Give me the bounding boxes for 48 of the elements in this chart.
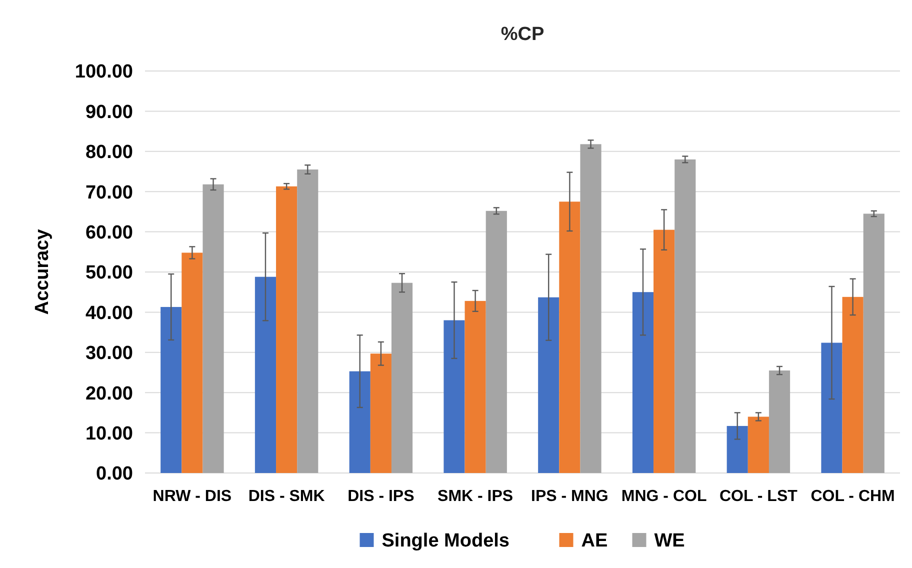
bar	[297, 169, 318, 473]
bar	[444, 320, 465, 473]
bar	[863, 214, 884, 473]
bar	[726, 426, 748, 473]
bar	[821, 342, 842, 473]
bar	[768, 370, 790, 473]
bar	[559, 202, 580, 473]
x-tick-label: MNG - COL	[621, 488, 707, 505]
x-tick-label: DIS - IPS	[348, 488, 415, 505]
bar	[464, 300, 486, 473]
y-tick-label: 80.00	[85, 142, 133, 164]
legend-label: AE	[581, 530, 608, 552]
y-axis-title: Accuracy	[32, 228, 53, 315]
y-tick-label: 10.00	[85, 423, 133, 444]
bar	[842, 296, 864, 473]
bar	[276, 186, 298, 473]
y-tick-label: 90.00	[85, 102, 133, 123]
y-tick-label: 20.00	[85, 383, 133, 404]
y-tick-label: 30.00	[85, 343, 133, 364]
bar	[370, 354, 392, 473]
bar	[674, 159, 696, 473]
bar	[254, 276, 276, 473]
bar	[748, 416, 769, 473]
bar	[160, 306, 182, 473]
chart-title: %CP	[500, 24, 544, 45]
y-tick-label: 0.00	[96, 464, 133, 485]
x-tick-label: SMK - IPS	[438, 488, 514, 505]
bar	[654, 230, 675, 473]
y-tick-label: 70.00	[85, 182, 133, 204]
y-tick-label: 40.00	[85, 302, 133, 324]
bar	[486, 210, 507, 473]
y-tick-label: 60.00	[85, 222, 133, 244]
x-tick-label: COL - CHM	[810, 488, 895, 505]
bar	[349, 371, 370, 473]
bar	[580, 144, 602, 473]
bar	[202, 184, 224, 473]
bar	[391, 282, 413, 473]
x-tick-label: COL - LST	[719, 488, 798, 505]
legend-label: Single Models	[382, 530, 510, 552]
y-tick-label: 50.00	[85, 262, 133, 284]
y-tick-label: 100.00	[74, 62, 133, 83]
x-tick-label: NRW - DIS	[152, 488, 232, 505]
bar	[632, 292, 654, 473]
x-tick-label: DIS - SMK	[248, 488, 326, 505]
legend-label: WE	[654, 530, 685, 552]
bar	[538, 297, 560, 473]
bar	[182, 252, 203, 473]
x-tick-label: IPS - MNG	[531, 488, 608, 505]
